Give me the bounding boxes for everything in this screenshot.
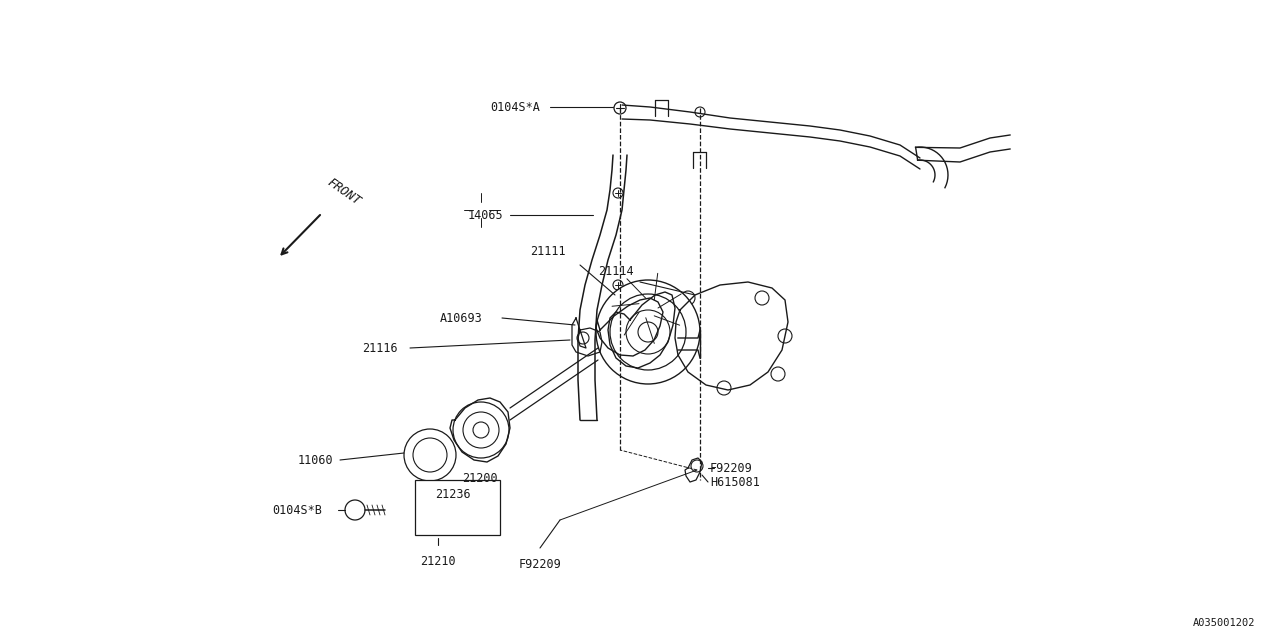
- Circle shape: [346, 500, 365, 520]
- Circle shape: [413, 438, 447, 472]
- Circle shape: [637, 322, 658, 342]
- Text: A10693: A10693: [440, 312, 483, 324]
- Circle shape: [626, 310, 669, 354]
- Circle shape: [778, 329, 792, 343]
- Circle shape: [596, 280, 700, 384]
- Circle shape: [771, 367, 785, 381]
- Text: 0104S*A: 0104S*A: [490, 100, 540, 113]
- Text: 21210: 21210: [420, 555, 456, 568]
- Circle shape: [474, 422, 489, 438]
- Text: 14065: 14065: [468, 209, 503, 221]
- Circle shape: [681, 291, 695, 305]
- Text: 21200: 21200: [462, 472, 498, 484]
- Circle shape: [695, 107, 705, 117]
- Circle shape: [755, 291, 769, 305]
- Text: 0104S*B: 0104S*B: [273, 504, 321, 516]
- Circle shape: [404, 429, 456, 481]
- Circle shape: [614, 102, 626, 114]
- Text: F92209: F92209: [710, 461, 753, 474]
- Text: FRONT: FRONT: [325, 176, 364, 208]
- Bar: [415, 480, 500, 535]
- Text: 21236: 21236: [435, 488, 471, 502]
- Text: H615081: H615081: [710, 476, 760, 488]
- Text: A035001202: A035001202: [1193, 618, 1254, 628]
- Circle shape: [611, 294, 686, 370]
- Circle shape: [717, 381, 731, 395]
- Circle shape: [463, 412, 499, 448]
- Text: 21111: 21111: [530, 245, 566, 258]
- Text: 21114: 21114: [598, 265, 634, 278]
- Circle shape: [577, 332, 589, 344]
- Text: 11060: 11060: [298, 454, 334, 467]
- Circle shape: [613, 188, 623, 198]
- Circle shape: [691, 460, 703, 472]
- Circle shape: [453, 402, 509, 458]
- Text: 21116: 21116: [362, 342, 398, 355]
- Text: F92209: F92209: [518, 558, 562, 571]
- Circle shape: [613, 280, 623, 290]
